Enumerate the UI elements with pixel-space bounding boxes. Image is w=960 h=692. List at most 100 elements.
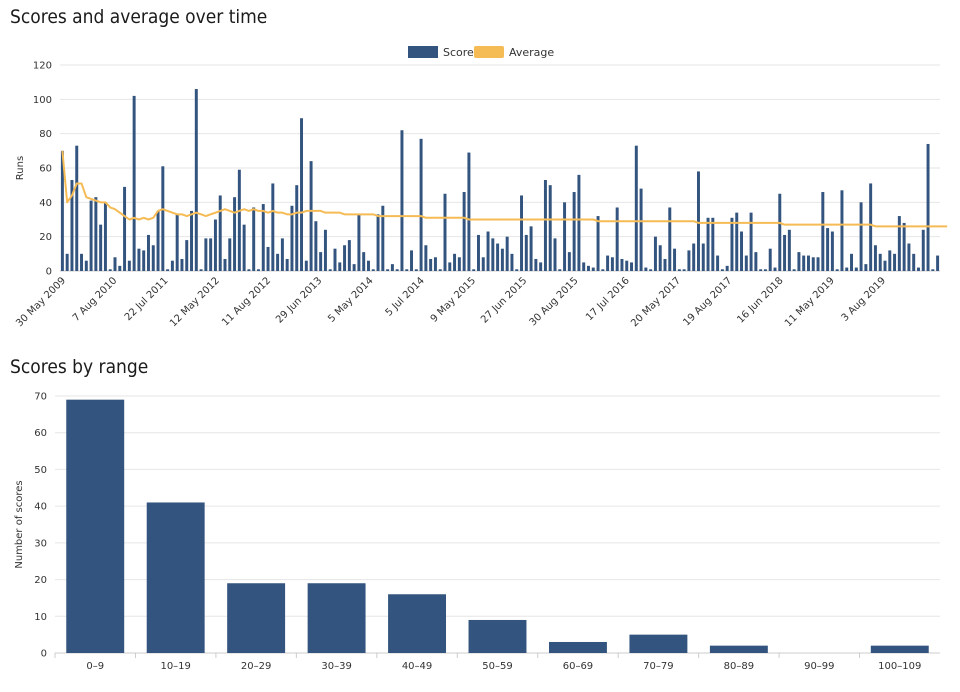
score-bar xyxy=(304,260,308,271)
score-bar xyxy=(347,240,351,271)
score-bar xyxy=(510,253,514,271)
score-bar xyxy=(706,217,710,271)
score-bar xyxy=(419,138,423,271)
score-bar xyxy=(639,188,643,271)
score-bar xyxy=(720,269,724,271)
y-tick-label: 40 xyxy=(39,198,52,209)
y-tick-label: 80 xyxy=(39,129,52,140)
score-bar xyxy=(218,195,222,271)
score-bar xyxy=(792,269,796,271)
score-bar xyxy=(606,255,610,271)
score-bar xyxy=(563,202,567,271)
score-bar xyxy=(902,222,906,271)
score-bar xyxy=(132,95,136,272)
score-bar xyxy=(185,240,189,271)
score-bar xyxy=(237,169,241,271)
score-bar xyxy=(75,145,79,271)
score-bar xyxy=(897,216,901,271)
score-bar xyxy=(285,258,289,271)
y-tick-label: 100 xyxy=(33,95,52,106)
score-bar xyxy=(376,214,380,271)
range-bar xyxy=(146,502,205,653)
score-bar xyxy=(94,197,98,271)
score-bar xyxy=(80,253,84,271)
score-bar xyxy=(859,202,863,271)
score-bar xyxy=(505,236,509,271)
score-bar xyxy=(520,195,524,271)
score-bar xyxy=(395,269,399,271)
score-bar xyxy=(127,260,131,271)
score-bar xyxy=(826,228,830,271)
score-bar xyxy=(142,250,146,271)
score-bar xyxy=(615,207,619,271)
y-tick-label: 10 xyxy=(34,612,47,623)
score-bar xyxy=(228,238,232,271)
score-bar xyxy=(931,269,935,271)
y-tick-label: 20 xyxy=(39,232,52,243)
score-bar xyxy=(113,257,117,271)
score-bar xyxy=(840,190,844,271)
legend-score-label: Score xyxy=(443,46,474,59)
score-bar xyxy=(338,262,342,271)
score-bar xyxy=(362,252,366,271)
score-bar xyxy=(328,269,332,271)
range-bar xyxy=(548,641,607,653)
score-bar xyxy=(84,260,88,271)
score-bar xyxy=(118,265,122,271)
score-bar xyxy=(481,257,485,271)
score-bar xyxy=(366,260,370,271)
y-tick-label: 20 xyxy=(34,575,47,586)
score-bar xyxy=(242,224,246,271)
score-bar xyxy=(572,192,576,271)
score-bar xyxy=(888,250,892,271)
score-bar xyxy=(730,217,734,271)
score-bar xyxy=(754,252,758,271)
score-bar xyxy=(816,257,820,271)
average-line xyxy=(61,150,948,228)
score-bar xyxy=(644,267,648,271)
score-bar xyxy=(653,236,657,271)
score-bar xyxy=(209,238,213,271)
score-bar xyxy=(343,245,347,271)
score-bar xyxy=(170,260,174,271)
x-tick-label: 20–29 xyxy=(241,661,271,672)
score-bar xyxy=(352,264,356,271)
x-tick-label: 10–19 xyxy=(160,661,190,672)
score-bar xyxy=(424,245,428,271)
score-bar xyxy=(811,257,815,271)
score-bar xyxy=(276,253,280,271)
score-bar xyxy=(166,269,170,271)
score-bar xyxy=(687,250,691,271)
score-bar xyxy=(634,145,638,271)
score-bar xyxy=(759,269,763,271)
y-tick-label: 70 xyxy=(34,392,47,403)
y-tick-label: 0 xyxy=(46,267,52,278)
score-bar xyxy=(821,192,825,271)
range-bar xyxy=(227,583,286,653)
score-bar xyxy=(936,255,940,271)
score-bar xyxy=(156,210,160,271)
x-tick-label: 70–79 xyxy=(643,661,673,672)
score-bar xyxy=(357,214,361,271)
score-bar xyxy=(744,255,748,271)
score-bar xyxy=(314,221,318,271)
score-bar xyxy=(199,269,203,271)
score-bar xyxy=(787,229,791,271)
score-bar xyxy=(878,253,882,271)
y-tick-label: 60 xyxy=(39,164,52,175)
score-bar xyxy=(300,118,304,271)
score-bar xyxy=(261,204,265,271)
score-bar xyxy=(797,252,801,271)
score-bar xyxy=(390,264,394,271)
y-tick-label: 0 xyxy=(41,649,47,660)
range-bar xyxy=(870,645,929,653)
score-bar xyxy=(319,252,323,271)
range-bar xyxy=(66,399,125,653)
score-bar xyxy=(496,243,500,271)
x-tick-label: 50–59 xyxy=(482,661,512,672)
score-bar xyxy=(280,238,284,271)
score-bar xyxy=(907,243,911,271)
range-chart-title: Scores by range xyxy=(10,356,149,378)
score-bar xyxy=(735,212,739,271)
score-bar xyxy=(443,193,447,271)
